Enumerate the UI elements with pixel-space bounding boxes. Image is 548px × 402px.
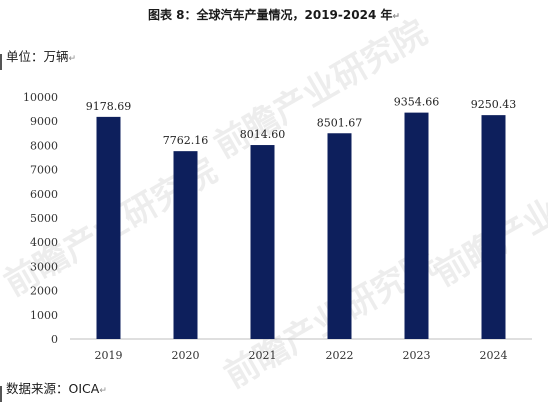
margin-marker [0, 386, 2, 402]
source-label: 数据来源：OICA↵ [6, 381, 107, 396]
data-label: 9250.43 [471, 98, 517, 111]
x-tick-label: 2023 [403, 349, 431, 362]
y-tick-label: 0 [51, 333, 58, 346]
data-label: 7762.16 [163, 134, 209, 147]
x-tick-label: 2020 [172, 349, 200, 362]
paragraph-mark: ↵ [99, 386, 107, 396]
y-tick-label: 4000 [30, 236, 58, 249]
bar-2021 [250, 145, 275, 339]
x-tick-label: 2019 [95, 349, 123, 362]
bar-2019 [96, 116, 121, 339]
data-label: 9178.69 [86, 100, 132, 113]
data-label: 8501.67 [317, 116, 363, 129]
y-tick-label: 9000 [30, 115, 58, 128]
data-label: 9354.66 [394, 96, 440, 109]
unit-label: 单位：万辆↵ [6, 49, 77, 64]
y-tick-label: 5000 [30, 212, 58, 225]
x-tick-label: 2021 [249, 349, 277, 362]
x-tick-label: 2022 [326, 349, 354, 362]
chart-title: 图表 8：全球汽车产量情况，2019-2024 年↵ [147, 8, 401, 22]
y-tick-label: 7000 [30, 164, 58, 177]
y-tick-label: 10000 [23, 91, 58, 104]
y-tick-label: 2000 [30, 285, 58, 298]
x-tick-label: 2024 [480, 349, 508, 362]
margin-marker [0, 54, 2, 70]
bar-2020 [173, 151, 198, 339]
bar-2022 [327, 133, 352, 339]
y-tick-label: 3000 [30, 260, 58, 273]
bar-2024 [481, 115, 506, 340]
data-label: 8014.60 [240, 128, 286, 141]
paragraph-mark: ↵ [392, 12, 401, 22]
y-tick-label: 6000 [30, 188, 58, 201]
y-tick-label: 8000 [30, 139, 58, 152]
bar-2023 [404, 112, 429, 340]
paragraph-mark: ↵ [68, 54, 77, 64]
y-tick-label: 1000 [30, 309, 58, 322]
